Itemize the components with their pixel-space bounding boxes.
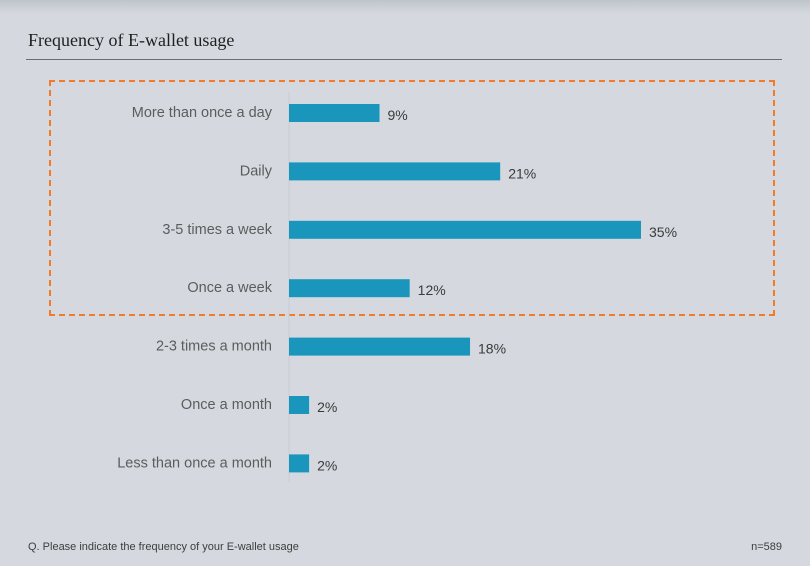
value-label: 2% xyxy=(317,457,337,473)
value-label: 9% xyxy=(388,107,408,123)
bar xyxy=(289,454,310,473)
category-label: Less than once a month xyxy=(117,455,272,471)
highlight-box xyxy=(49,80,775,316)
chart-title: Frequency of E-wallet usage xyxy=(28,30,235,50)
category-label: Once a month xyxy=(181,397,272,413)
bar xyxy=(289,337,471,356)
bar xyxy=(289,279,410,298)
value-label: 21% xyxy=(508,165,536,181)
category-label: Once a week xyxy=(187,280,272,296)
value-label: 18% xyxy=(478,341,506,357)
category-label: Daily xyxy=(240,163,273,179)
bar xyxy=(289,220,641,239)
category-label: 2-3 times a month xyxy=(156,339,272,355)
title-divider xyxy=(26,59,782,60)
bar xyxy=(289,104,380,122)
category-label: More than once a day xyxy=(132,105,273,121)
top-shade xyxy=(0,0,810,14)
bar xyxy=(289,396,310,414)
footnote: Q. Please indicate the frequency of your… xyxy=(28,541,299,553)
bar xyxy=(289,162,501,181)
value-label: 35% xyxy=(649,224,677,240)
value-label: 12% xyxy=(418,282,446,298)
category-label: 3-5 times a week xyxy=(162,222,272,238)
value-label: 2% xyxy=(317,399,337,415)
sample-size: n=589 xyxy=(751,541,782,553)
